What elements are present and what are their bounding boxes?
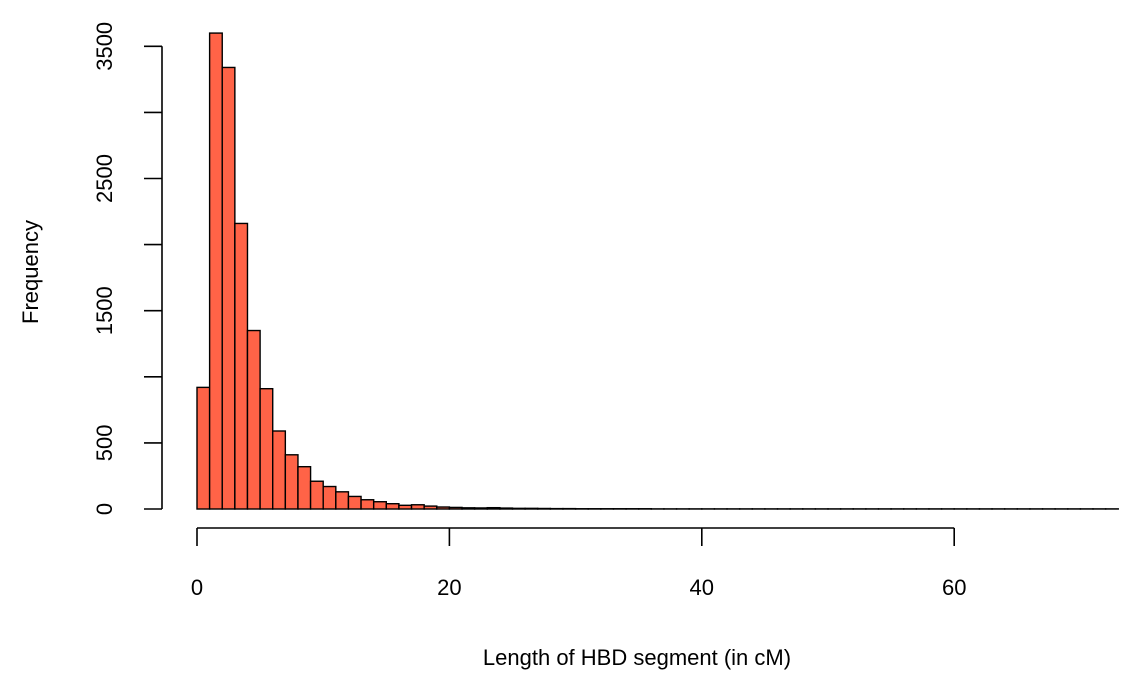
histogram-bar [372,501,387,510]
histogram-bar [499,507,514,510]
y-tick-label: 0 [92,503,117,515]
histogram-bar [473,507,488,510]
x-tick-label: 20 [437,575,461,600]
histogram-bar [436,506,451,510]
x-tick-label: 40 [690,575,714,600]
histogram-bar [486,506,501,510]
histogram-bar [347,495,362,510]
y-tick-label: 3500 [92,22,117,71]
y-tick-label: 2500 [92,154,117,203]
histogram-bar [234,222,249,510]
x-axis-title: Length of HBD segment (in cM) [483,645,791,670]
histogram-bar [196,386,211,510]
histogram-bar [208,32,223,510]
histogram-bar [335,491,350,510]
histogram-bar [537,507,552,510]
histogram-bar [360,499,375,510]
histogram-bar [322,485,337,510]
histogram-bar [511,507,526,510]
histogram-bar [309,480,324,510]
histogram-bar [259,387,274,510]
x-axis: 0 20 40 60 [191,527,966,600]
histogram-bar [448,506,463,510]
histogram-bar [461,507,476,510]
x-tick-label: 0 [191,575,203,600]
histogram-bar [398,504,413,510]
x-tick-label: 60 [942,575,966,600]
histogram-bar [385,503,400,510]
histogram-bar [410,504,425,510]
y-axis: 0 500 1500 2500 3500 [92,22,163,515]
histogram-bar [272,430,287,510]
y-tick-label: 500 [92,425,117,462]
y-axis-title: Frequency [18,220,43,324]
histogram-bars [196,32,1119,510]
histogram-bar [297,465,312,510]
y-tick-label: 1500 [92,286,117,335]
histogram-bar [246,329,261,510]
histogram-bar [524,507,539,510]
histogram-bar [423,505,438,510]
histogram-bar [221,66,236,510]
histogram-bar [284,454,299,510]
